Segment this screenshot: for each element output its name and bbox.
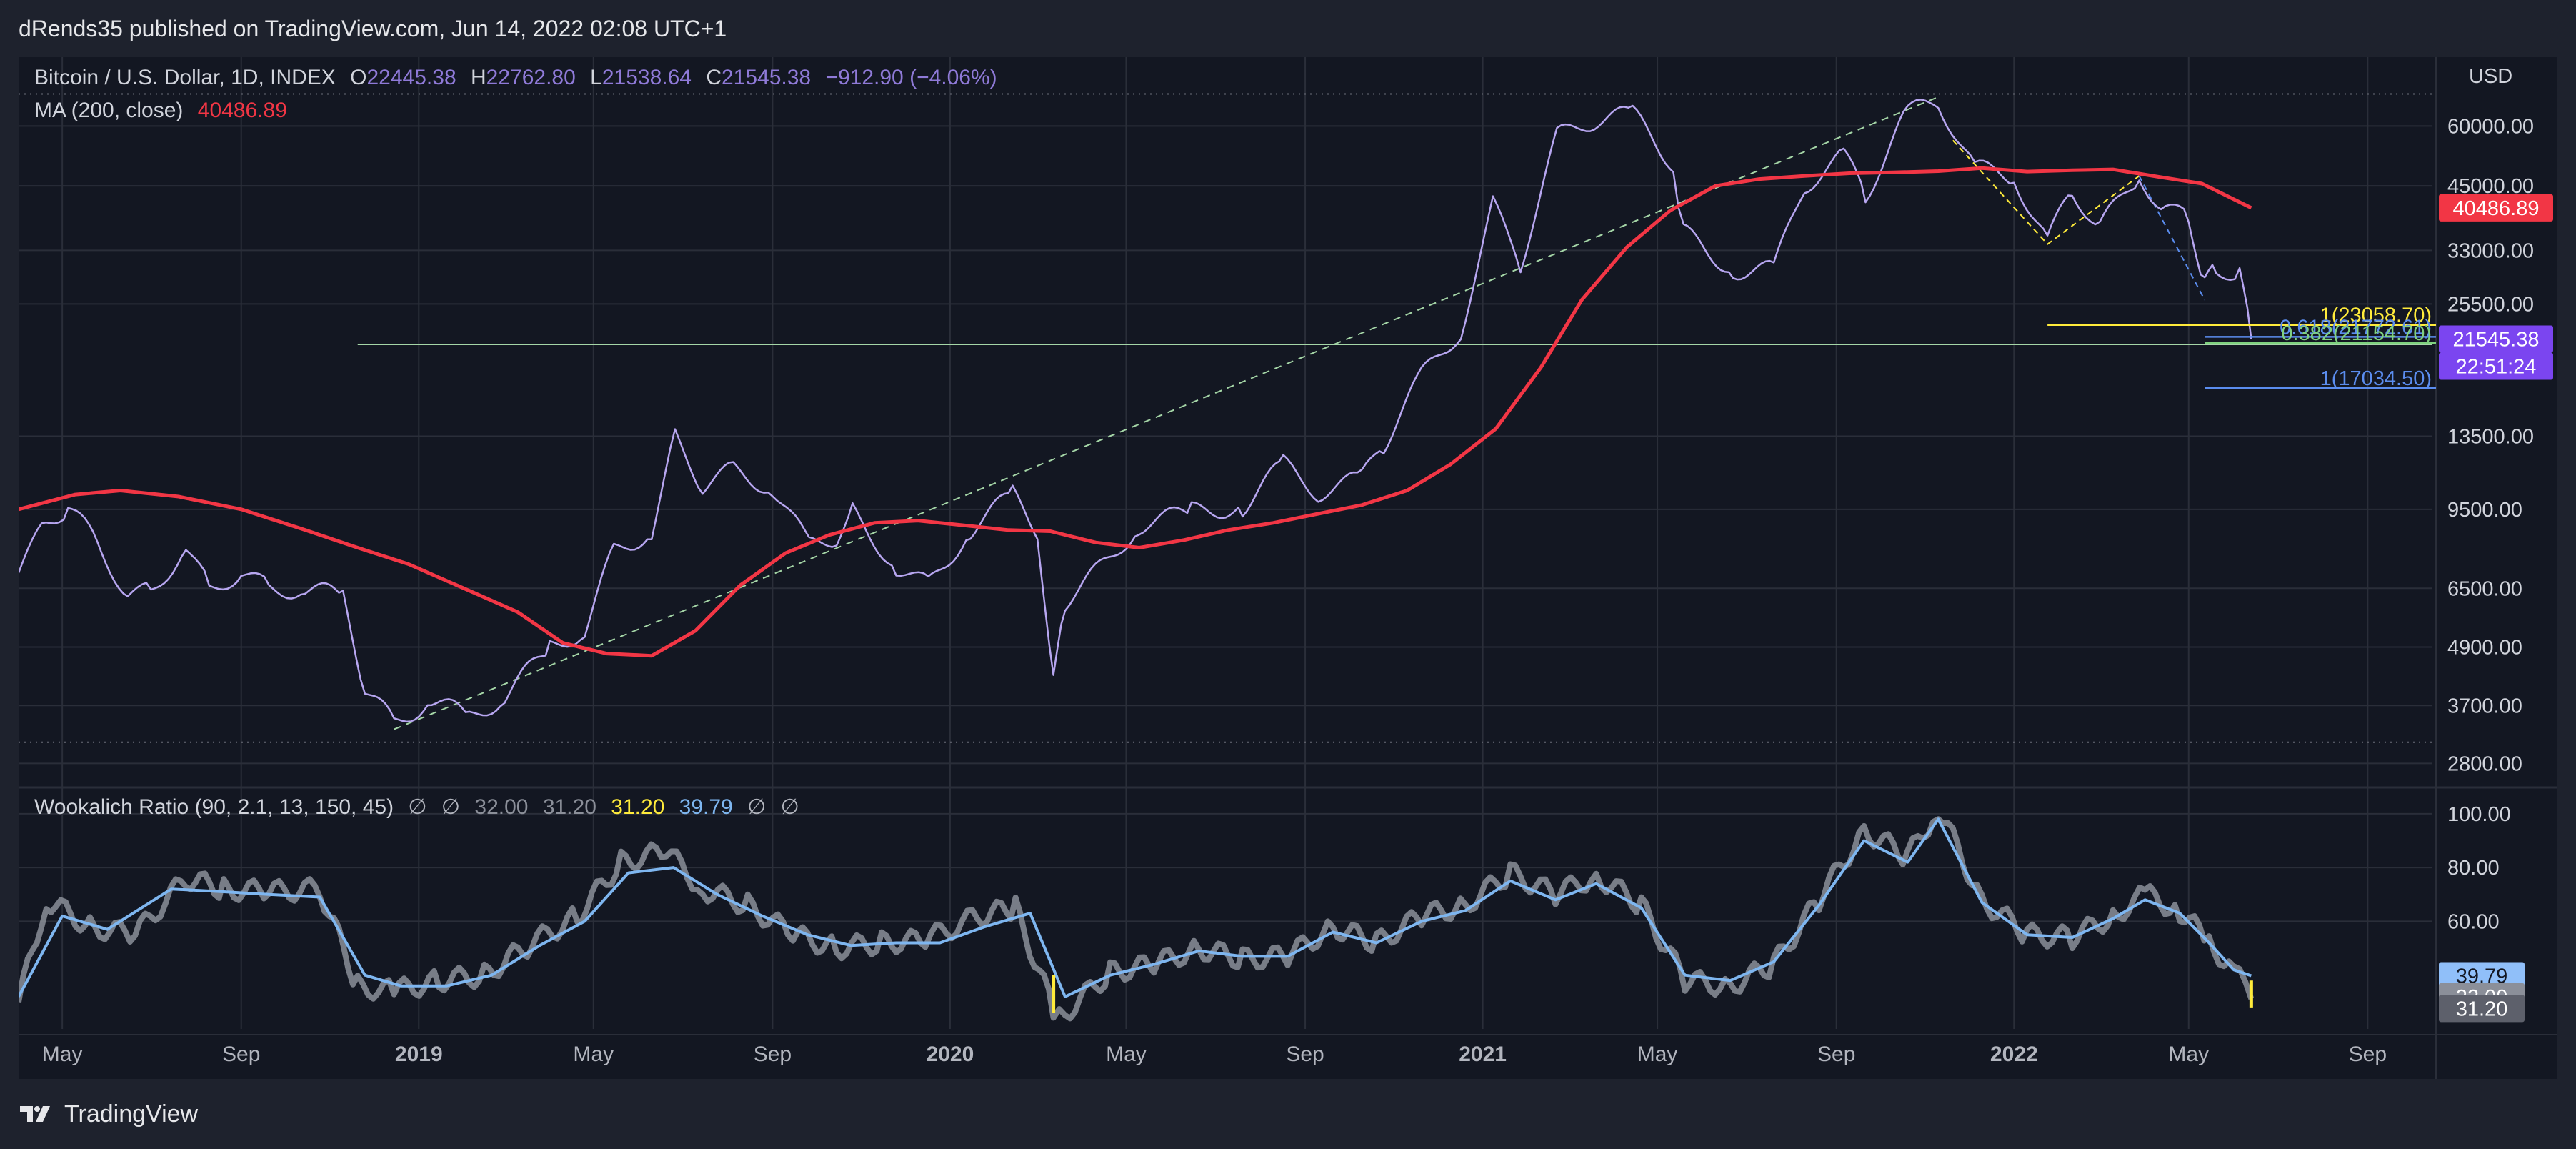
price-series-line (19, 99, 2252, 723)
wave-leg-blue (2138, 175, 2206, 301)
osc-v1: ∅ (408, 795, 427, 819)
osc-v2: ∅ (441, 795, 461, 819)
ma-value: 40486.89 (197, 99, 287, 122)
y-tick-label: 13500.00 (2447, 426, 2534, 449)
osc-value-badge (2439, 962, 2525, 990)
osc-label[interactable]: Wookalich Ratio (90, 2.1, 13, 150, 45) (34, 795, 394, 819)
y-tick-label: 3700.00 (2447, 695, 2522, 717)
trend-line-dashed (394, 96, 1939, 730)
close-label: C (706, 66, 722, 89)
price-badge-label: 40486.89 (2453, 197, 2540, 220)
osc-v4: 31.20 (542, 795, 596, 819)
ma-200-line (19, 166, 2252, 658)
x-tick-label: May (2168, 1043, 2209, 1066)
y-tick-label: 25500.00 (2447, 293, 2534, 316)
x-tick-label: May (573, 1043, 614, 1066)
x-tick-label: May (1637, 1043, 1678, 1066)
x-tick-label: Sep (1286, 1043, 1324, 1066)
osc-v7: ∅ (747, 795, 767, 819)
low-label: L (590, 66, 602, 89)
price-badge-label: 22:51:24 (2456, 355, 2537, 378)
price-badge (2439, 194, 2553, 222)
x-tick-label: 2020 (927, 1043, 974, 1066)
published-header: dRends35 published on TradingView.com, J… (19, 16, 727, 41)
y-tick-label: 6500.00 (2447, 577, 2522, 600)
osc-tick-label: 80.00 (2447, 857, 2500, 880)
price-badge-label: 21545.38 (2453, 328, 2540, 351)
y-tick-label: 45000.00 (2447, 175, 2534, 198)
fib-level-label: 0.382(21154.70) (2281, 322, 2432, 345)
oscillator-legend: Wookalich Ratio (90, 2.1, 13, 150, 45) ∅… (34, 795, 808, 820)
osc-value-badge-label: 31.20 (2456, 998, 2508, 1020)
price-badge (2439, 325, 2553, 353)
x-tick-label: May (1106, 1043, 1147, 1066)
tradingview-logo-icon (20, 1106, 50, 1122)
price-badge (2439, 352, 2553, 380)
x-tick-label: Sep (754, 1043, 792, 1066)
x-tick-label: 2022 (1990, 1043, 2038, 1066)
open-label: O (350, 66, 367, 89)
fib-level-label: 1(17034.50) (2320, 367, 2432, 390)
osc-v5: 31.20 (611, 795, 665, 819)
x-tick-label: May (42, 1043, 83, 1066)
osc-v8: ∅ (780, 795, 799, 819)
footer-bar: TradingView (0, 1079, 2576, 1149)
y-tick-label: 2800.00 (2447, 752, 2522, 775)
osc-tick-label: 60.00 (2447, 910, 2500, 933)
x-tick-label: Sep (1817, 1043, 1855, 1066)
y-tick-label: 33000.00 (2447, 239, 2534, 262)
low-value: 21538.64 (601, 66, 692, 89)
x-tick-label: Sep (2349, 1043, 2387, 1066)
osc-v3: 32.00 (474, 795, 529, 819)
chart-area[interactable]: May Sep 2019 May Sep 2020 May Sep 2021 May Sep 2022… (19, 57, 2557, 1079)
change-value: −912.90 (−4.06%) (825, 66, 997, 89)
price-chart-svg[interactable]: May Sep 2019 May Sep 2020 May Sep 2021 May Sep 2022… (19, 57, 2557, 1079)
y-axis-unit-label: USD (2469, 65, 2512, 88)
fib-level-label: 1(23058.70) (2320, 304, 2432, 327)
x-tick-label: Sep (222, 1043, 260, 1066)
wave-leg-yellow (1952, 139, 2140, 246)
y-tick-label: 60000.00 (2447, 115, 2534, 138)
tradingview-wordmark: TradingView (64, 1100, 199, 1128)
high-label: H (470, 66, 486, 89)
main-legend: Bitcoin / U.S. Dollar, 1D, INDEX O22445.… (34, 66, 1006, 90)
open-value: 22445.38 (366, 66, 456, 89)
close-value: 21545.38 (721, 66, 812, 89)
osc-tick-label: 100.00 (2447, 803, 2511, 826)
osc-value-badge (2439, 995, 2525, 1023)
ma-legend: MA (200, close) 40486.89 (34, 99, 296, 123)
y-tick-label: 4900.00 (2447, 637, 2522, 660)
x-tick-label: 2021 (1459, 1043, 1507, 1066)
high-value: 22762.80 (486, 66, 576, 89)
osc-smooth-line (19, 817, 2252, 998)
x-tick-label: 2019 (395, 1043, 443, 1066)
y-tick-label: 9500.00 (2447, 499, 2522, 522)
fib-level-label: 0.618(21772.61) (2280, 316, 2432, 339)
ma-label[interactable]: MA (200, close) (34, 99, 184, 122)
tradingview-logo[interactable]: TradingView (19, 1100, 198, 1128)
symbol-label[interactable]: Bitcoin / U.S. Dollar, 1D, INDEX (34, 66, 336, 89)
osc-v6: 39.79 (679, 795, 733, 819)
